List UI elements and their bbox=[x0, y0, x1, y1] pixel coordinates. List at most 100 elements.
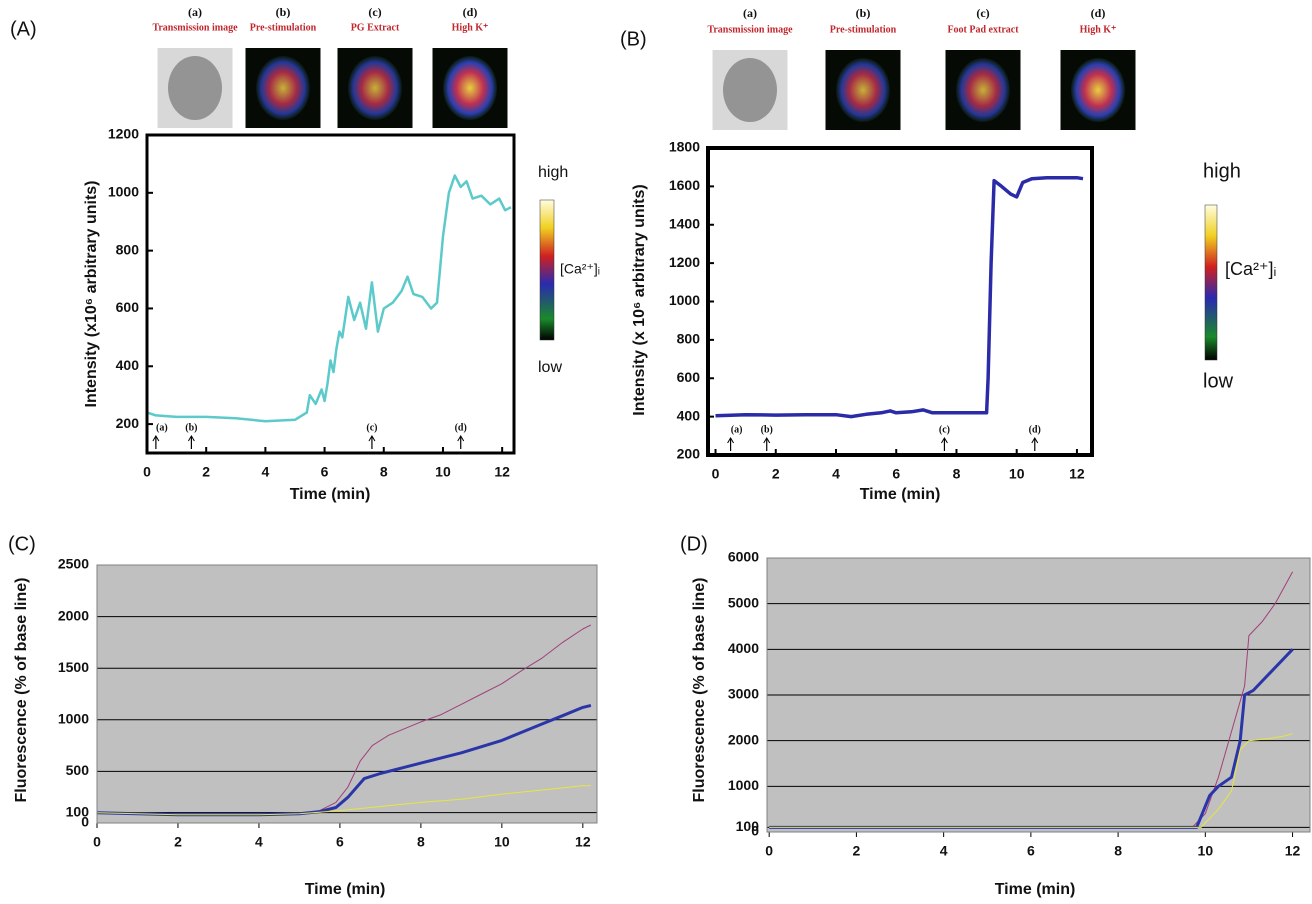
x-tick-label: 2 bbox=[772, 466, 780, 482]
image-letter: (b) bbox=[276, 5, 291, 19]
y-tick-label: 0 bbox=[81, 814, 89, 830]
y-tick-label: 6000 bbox=[728, 549, 759, 565]
x-tick-label: 0 bbox=[765, 843, 773, 859]
plot-frame bbox=[96, 564, 598, 824]
panel-label: (C) bbox=[8, 533, 36, 555]
x-tick-label: 8 bbox=[1114, 843, 1122, 859]
panel-label: (D) bbox=[680, 533, 708, 555]
annotation-arrowhead bbox=[152, 435, 160, 442]
y-axis-label: Intensity (x 10⁶ arbitrary units) bbox=[631, 184, 648, 415]
x-tick-label: 10 bbox=[1009, 466, 1025, 482]
cell bbox=[348, 56, 402, 120]
data-line bbox=[146, 174, 512, 423]
annotation: (c) bbox=[939, 424, 950, 435]
y-tick-label: 1000 bbox=[58, 711, 89, 727]
image-letter: (a) bbox=[743, 6, 757, 20]
annotation: (c) bbox=[366, 422, 377, 433]
y-tick-label: 100 bbox=[736, 818, 760, 834]
image-caption: Pre-stimulation bbox=[250, 22, 317, 33]
annotation: (b) bbox=[761, 424, 773, 435]
x-tick-label: 8 bbox=[380, 464, 388, 480]
y-tick-label: 800 bbox=[116, 241, 140, 257]
image-caption: Transmission image bbox=[152, 22, 238, 33]
colorbar bbox=[539, 199, 555, 341]
plot-frame bbox=[145, 133, 516, 455]
x-tick-label: 10 bbox=[435, 464, 451, 480]
x-tick-label: 4 bbox=[255, 834, 263, 850]
x-tick-label: 0 bbox=[712, 466, 720, 482]
y-tick-label: 4000 bbox=[728, 640, 759, 656]
x-tick-label: 0 bbox=[143, 464, 151, 480]
image-letter: (d) bbox=[463, 5, 478, 19]
y-tick-label: 200 bbox=[677, 446, 701, 462]
annotation-arrowhead bbox=[457, 435, 465, 442]
x-tick-label: 4 bbox=[832, 466, 840, 482]
x-axis-label: Time (min) bbox=[290, 486, 371, 503]
image-caption: Pre-stimulation bbox=[830, 24, 897, 35]
annotation-arrowhead bbox=[763, 437, 771, 444]
x-tick-label: 0 bbox=[93, 834, 101, 850]
y-tick-label: 2000 bbox=[728, 731, 759, 747]
y-tick-label: 100 bbox=[66, 803, 90, 819]
x-tick-label: 4 bbox=[940, 843, 948, 859]
x-tick-label: 2 bbox=[202, 464, 210, 480]
data-line bbox=[715, 175, 1084, 419]
y-tick-label: 200 bbox=[116, 415, 140, 431]
y-tick-label: 400 bbox=[677, 407, 701, 423]
annotation-arrowhead bbox=[727, 437, 735, 444]
image-letter: (a) bbox=[188, 5, 202, 19]
y-tick-label: 0 bbox=[751, 823, 759, 839]
x-tick-label: 8 bbox=[417, 834, 425, 850]
x-tick-label: 6 bbox=[892, 466, 900, 482]
x-tick-label: 6 bbox=[336, 834, 344, 850]
cell bbox=[256, 56, 310, 120]
image-caption: Foot Pad extract bbox=[947, 24, 1019, 35]
y-tick-label: 600 bbox=[116, 299, 140, 315]
y-tick-label: 1500 bbox=[58, 659, 89, 675]
y-axis-label: Fluorescence (% of base line) bbox=[13, 578, 30, 803]
cell bbox=[1071, 58, 1125, 122]
x-axis-label: Time (min) bbox=[995, 881, 1076, 898]
y-tick-label: 1000 bbox=[669, 292, 700, 308]
y-tick-label: 1200 bbox=[108, 126, 139, 142]
cell bbox=[168, 56, 222, 120]
data-line bbox=[769, 733, 1293, 828]
x-tick-label: 6 bbox=[1027, 843, 1035, 859]
image-caption: Transmission image bbox=[707, 24, 793, 35]
y-tick-label: 1600 bbox=[669, 177, 700, 193]
x-tick-label: 8 bbox=[953, 466, 961, 482]
x-axis-label: Time (min) bbox=[305, 881, 386, 898]
y-tick-label: 1400 bbox=[669, 215, 700, 231]
annotation-arrowhead bbox=[940, 437, 948, 444]
image-caption: PG Extract bbox=[351, 22, 400, 33]
y-axis-label: Fluorescence (% of base line) bbox=[691, 578, 708, 803]
y-tick-label: 400 bbox=[116, 357, 140, 373]
y-tick-label: 2000 bbox=[58, 607, 89, 623]
y-tick-label: 3000 bbox=[728, 686, 759, 702]
image-letter: (c) bbox=[368, 5, 381, 19]
plot-background bbox=[96, 564, 598, 824]
y-tick-label: 2500 bbox=[58, 556, 89, 572]
cell bbox=[836, 58, 890, 122]
y-tick-label: 5000 bbox=[728, 594, 759, 610]
colorbar bbox=[1204, 204, 1218, 361]
colorbar-high: high bbox=[538, 164, 568, 181]
data-line bbox=[769, 648, 1294, 829]
image-letter: (c) bbox=[976, 6, 989, 20]
y-tick-label: 1200 bbox=[669, 254, 700, 270]
data-line bbox=[96, 785, 591, 816]
panel-label: (B) bbox=[620, 28, 647, 50]
y-tick-label: 1000 bbox=[728, 777, 759, 793]
x-tick-label: 6 bbox=[321, 464, 329, 480]
colorbar-high: high bbox=[1203, 160, 1241, 182]
x-tick-label: 2 bbox=[853, 843, 861, 859]
x-tick-label: 12 bbox=[1069, 466, 1085, 482]
x-tick-label: 12 bbox=[1285, 843, 1301, 859]
annotation: (a) bbox=[156, 422, 168, 433]
y-tick-label: 500 bbox=[66, 762, 90, 778]
cell bbox=[956, 58, 1010, 122]
image-letter: (b) bbox=[856, 6, 871, 20]
x-tick-label: 2 bbox=[174, 834, 182, 850]
image-caption: High K⁺ bbox=[1080, 24, 1117, 35]
